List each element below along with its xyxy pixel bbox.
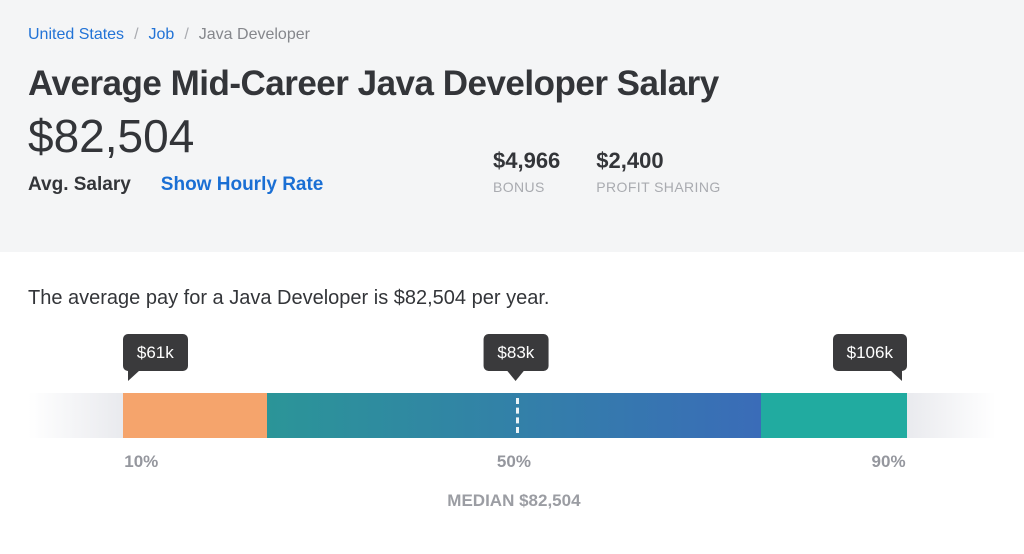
breadcrumb-separator: / bbox=[134, 26, 139, 43]
salary-range-chart: $61k $83k $106k 10% 50% 90% MEDIAN $82,5… bbox=[0, 334, 1024, 513]
salary-range-bar[interactable] bbox=[28, 393, 996, 438]
profit-sharing-stat: $2,400 PROFIT SHARING bbox=[596, 148, 720, 195]
breadcrumb-separator: / bbox=[184, 26, 189, 43]
tooltip-10th-percentile: $61k bbox=[122, 334, 188, 381]
segment-below-10th-percentile[interactable] bbox=[28, 393, 123, 438]
page-header: United States / Job / Java Developer Ave… bbox=[0, 0, 1024, 252]
segment-75th-to-90th-percentile[interactable] bbox=[760, 393, 907, 438]
median-marker-line bbox=[515, 398, 519, 433]
breadcrumb-link-united-states[interactable]: United States bbox=[28, 26, 125, 43]
profit-sharing-label: PROFIT SHARING bbox=[596, 179, 721, 196]
chart-tooltip-row: $61k $83k $106k bbox=[28, 334, 996, 381]
bonus-stat: $4,966 BONUS bbox=[493, 148, 560, 195]
salary-summary-row: $82,504 Avg. Salary Show Hourly Rate $4,… bbox=[28, 112, 996, 196]
profit-sharing-value: $2,400 bbox=[596, 148, 664, 174]
bonus-label: BONUS bbox=[493, 179, 545, 196]
salary-summary-sentence: The average pay for a Java Developer is … bbox=[28, 287, 550, 309]
percentile-axis: 10% 50% 90% bbox=[28, 452, 996, 474]
segment-10th-to-25th-percentile[interactable] bbox=[122, 393, 268, 438]
median-caption: MEDIAN $82,504 bbox=[447, 491, 581, 510]
bonus-value: $4,966 bbox=[493, 148, 561, 174]
segment-above-90th-percentile[interactable] bbox=[906, 393, 996, 438]
segment-25th-to-75th-percentile[interactable] bbox=[267, 393, 761, 438]
breadcrumb-link-job[interactable]: Job bbox=[148, 26, 175, 43]
page-title: Average Mid-Career Java Developer Salary bbox=[28, 64, 719, 103]
average-salary-value: $82,504 bbox=[28, 110, 195, 162]
average-salary-block: $82,504 Avg. Salary Show Hourly Rate bbox=[28, 112, 350, 196]
axis-label-50: 50% bbox=[496, 452, 531, 471]
breadcrumb: United States / Job / Java Developer bbox=[28, 26, 996, 44]
tooltip-50th-percentile: $83k bbox=[483, 334, 549, 381]
tooltip-90th-percentile: $106k bbox=[832, 334, 907, 381]
compensation-stats: $4,966 BONUS $2,400 PROFIT SHARING bbox=[493, 148, 721, 196]
breadcrumb-current-java-developer: Java Developer bbox=[198, 26, 310, 43]
median-caption-row: MEDIAN $82,504 bbox=[28, 491, 996, 513]
show-hourly-rate-link[interactable]: Show Hourly Rate bbox=[160, 174, 324, 196]
average-salary-label: Avg. Salary bbox=[28, 174, 131, 196]
axis-label-90: 90% bbox=[871, 452, 906, 471]
axis-label-10: 10% bbox=[124, 452, 159, 471]
